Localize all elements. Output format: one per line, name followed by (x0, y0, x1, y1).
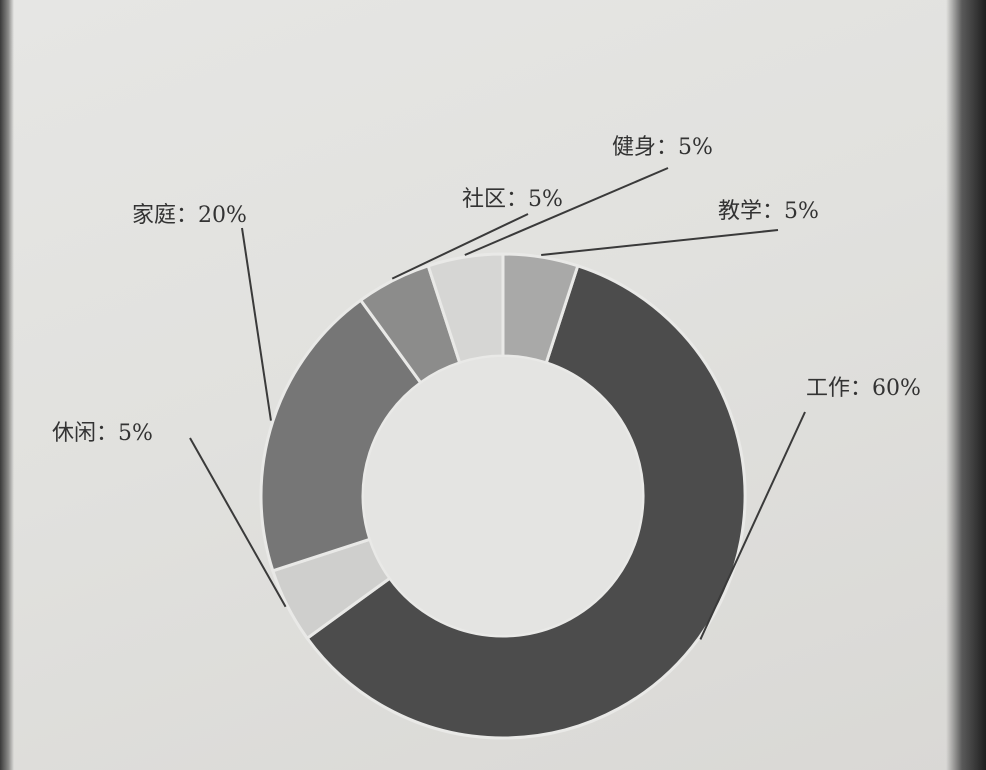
label-work: 工作：60% (806, 376, 921, 401)
right-edge-shadow (946, 0, 986, 770)
leader-work (699, 411, 806, 640)
slice-family (259, 298, 423, 573)
leader-community (391, 213, 529, 280)
leader-family (241, 227, 272, 421)
leader-teaching (541, 229, 779, 256)
slice-work (305, 263, 747, 740)
leader-lines (189, 167, 806, 640)
label-community: 社区：5% (462, 187, 563, 212)
leader-fitness (464, 167, 669, 256)
slice-teaching (501, 252, 580, 365)
leader-leisure (189, 437, 287, 608)
label-leisure: 休闲：5% (52, 421, 153, 446)
donut-hole (364, 357, 642, 635)
label-teaching: 教学：5% (718, 199, 819, 224)
label-fitness: 健身：5% (612, 135, 713, 160)
label-family: 家庭：20% (132, 203, 247, 228)
donut-slices (259, 252, 747, 740)
left-edge-shadow (0, 0, 14, 770)
